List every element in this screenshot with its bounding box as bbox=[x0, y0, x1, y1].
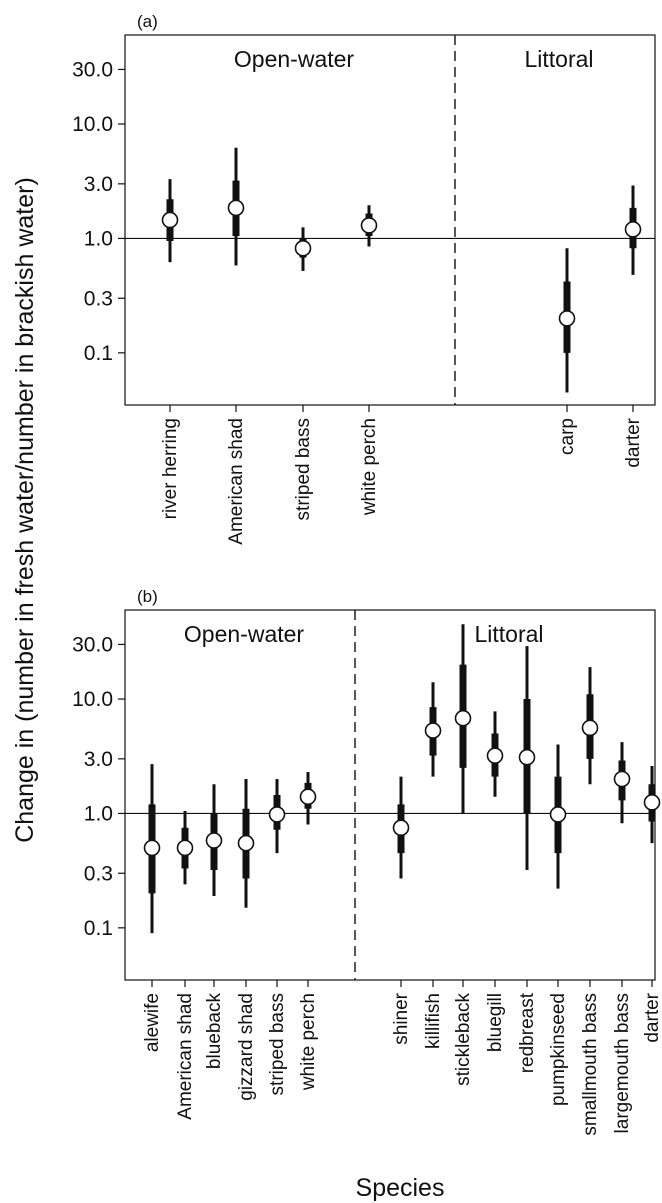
median-point bbox=[392, 819, 410, 837]
median-point bbox=[454, 709, 472, 727]
median-point bbox=[268, 806, 286, 823]
category-label: killifish bbox=[423, 993, 444, 1049]
y-tick-label: 3.0 bbox=[84, 173, 113, 196]
region-label: Open-water bbox=[184, 621, 305, 647]
median-point bbox=[518, 748, 536, 766]
y-tick-label: 1.0 bbox=[84, 227, 113, 250]
median-point bbox=[486, 747, 504, 764]
y-tick-label: 10.0 bbox=[72, 113, 113, 136]
y-tick-label: 0.3 bbox=[84, 287, 113, 310]
y-tick-label: 30.0 bbox=[72, 58, 113, 81]
category-label: stickleback bbox=[453, 993, 474, 1086]
category-label: American shad bbox=[226, 418, 247, 545]
y-tick-label: 3.0 bbox=[84, 748, 113, 771]
category-label: gizzard shad bbox=[236, 993, 257, 1101]
category-label: alewife bbox=[142, 993, 163, 1052]
median-point bbox=[643, 794, 661, 811]
region-label: Open-water bbox=[234, 46, 355, 72]
y-tick-label: 0.1 bbox=[84, 917, 113, 940]
median-point bbox=[237, 834, 255, 852]
panel-a: (a) 0.1 0.3 1.0 3.0 10.0 30.0 Open-water Littora… bbox=[72, 12, 656, 545]
median-point bbox=[613, 770, 631, 788]
category-label: shiner bbox=[391, 992, 412, 1044]
category-label: river herring bbox=[160, 418, 181, 519]
category-label: white perch bbox=[359, 418, 380, 516]
category-label: blueback bbox=[204, 993, 225, 1070]
median-point bbox=[227, 199, 245, 217]
category-label: striped bass bbox=[293, 418, 314, 520]
category-label: darter bbox=[623, 417, 644, 467]
category-label: carp bbox=[557, 418, 578, 455]
category-label: redbreast bbox=[517, 992, 538, 1073]
median-point bbox=[624, 221, 642, 238]
panel-label: (a) bbox=[137, 12, 158, 31]
x-axis-label: Species bbox=[356, 1174, 445, 1202]
category-label: striped bass bbox=[267, 993, 288, 1095]
region-label: Littoral bbox=[474, 621, 543, 647]
median-point bbox=[294, 239, 312, 257]
category-label: smallmouth bass bbox=[580, 993, 601, 1136]
median-point bbox=[161, 211, 179, 229]
median-point bbox=[549, 806, 567, 823]
median-point bbox=[299, 788, 317, 806]
median-point bbox=[143, 839, 161, 857]
y-tick-label: 10.0 bbox=[72, 688, 113, 711]
category-label: largemouth bass bbox=[612, 993, 633, 1133]
y-tick-label: 30.0 bbox=[72, 633, 113, 656]
plot-frame bbox=[124, 34, 656, 406]
plot-frame bbox=[124, 609, 656, 981]
category-label: darter bbox=[642, 992, 662, 1042]
median-point bbox=[176, 839, 194, 857]
region-label: Littoral bbox=[524, 46, 593, 72]
y-tick-label: 0.1 bbox=[84, 342, 113, 365]
category-label: bluegill bbox=[485, 993, 506, 1052]
category-label: American shad bbox=[175, 993, 196, 1120]
median-point bbox=[205, 832, 223, 849]
category-label: white perch bbox=[298, 993, 319, 1091]
panel-b: (b) 0.1 0.3 1.0 3.0 10.0 30.0 Open-water Littora… bbox=[72, 587, 662, 1136]
y-tick-label: 1.0 bbox=[84, 802, 113, 825]
median-point bbox=[424, 722, 442, 739]
panel-label: (b) bbox=[137, 587, 158, 606]
y-axis-label: Change in (number in fresh water/number … bbox=[11, 177, 39, 843]
y-tick-label: 0.3 bbox=[84, 862, 113, 885]
median-point bbox=[581, 719, 599, 737]
median-point bbox=[558, 310, 576, 327]
category-label: pumpkinseed bbox=[548, 993, 569, 1106]
median-point bbox=[360, 217, 378, 234]
